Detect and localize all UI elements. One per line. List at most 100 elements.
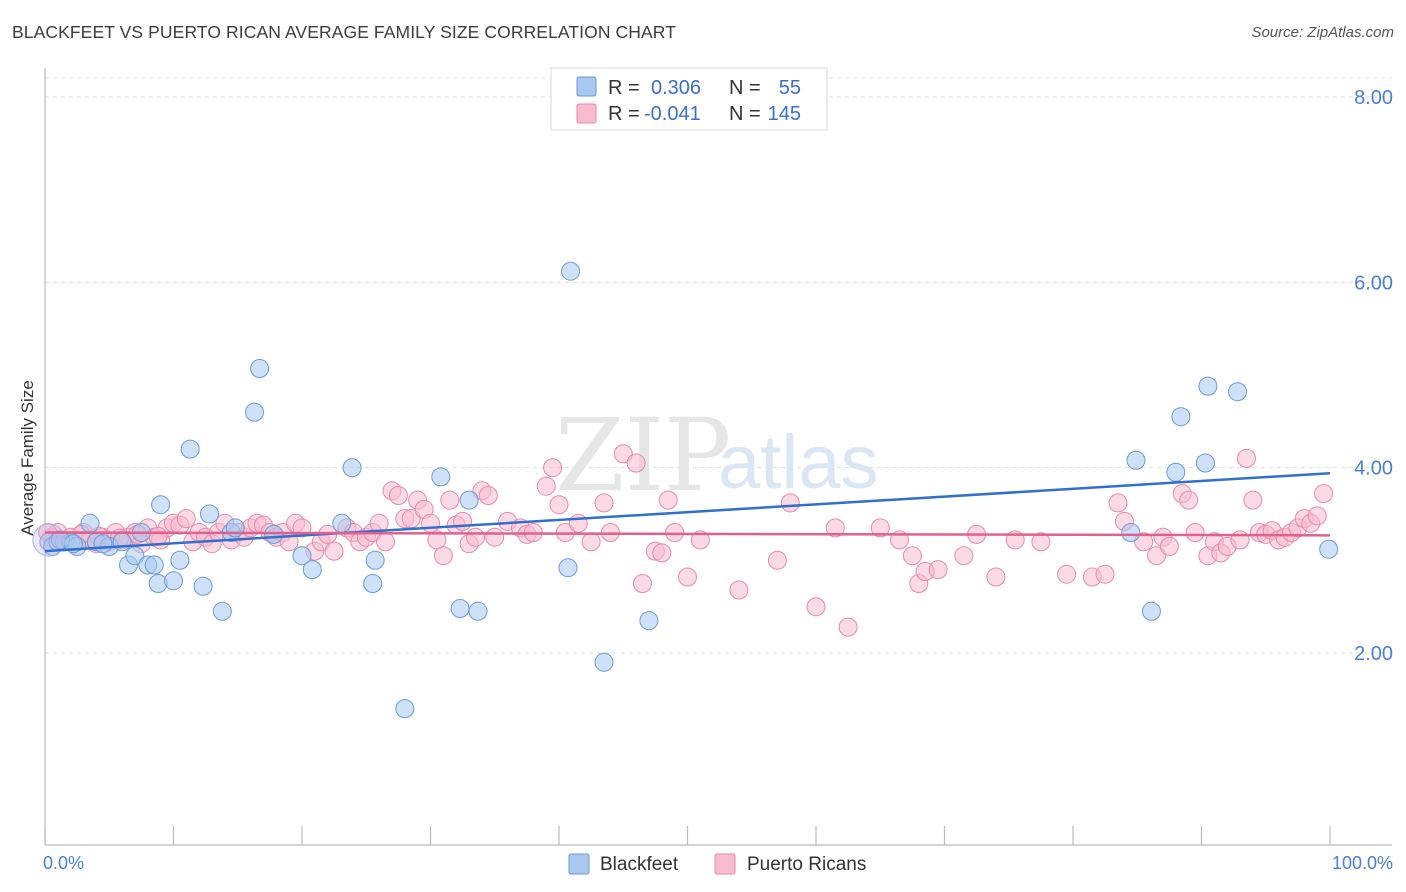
point-puerto-ricans <box>176 509 196 529</box>
point-blackfeet <box>1228 382 1247 402</box>
legend-r-value-2: -0.041 <box>644 103 701 125</box>
point-blackfeet <box>1126 450 1146 470</box>
point-blackfeet <box>1195 453 1215 473</box>
point-puerto-ricans <box>902 546 922 566</box>
point-blackfeet <box>93 534 113 554</box>
point-blackfeet <box>1319 539 1339 559</box>
trend-line-blackfeet <box>44 471 1331 553</box>
point-puerto-ricans <box>1237 448 1256 468</box>
point-puerto-ricans <box>1159 536 1179 556</box>
point-puerto-ricans <box>658 490 678 510</box>
point-blackfeet <box>594 652 614 672</box>
point-puerto-ricans <box>478 486 498 505</box>
point-puerto-ricans <box>549 495 569 515</box>
point-blackfeet <box>561 261 581 281</box>
point-puerto-ricans <box>1185 523 1205 542</box>
point-blackfeet <box>264 524 284 544</box>
point-puerto-ricans <box>1179 490 1199 510</box>
point-puerto-ricans <box>928 560 948 580</box>
point-puerto-ricans <box>440 490 460 510</box>
point-puerto-ricans <box>1230 530 1250 550</box>
point-puerto-ricans <box>626 453 646 473</box>
point-blackfeet <box>302 560 322 580</box>
y-tick-label: 6.00 <box>1354 272 1393 294</box>
point-puerto-ricans <box>1134 532 1154 552</box>
y-tick-labels: 2.00 4.00 6.00 8.00 <box>1354 87 1393 665</box>
y-tick-label: 4.00 <box>1354 458 1393 480</box>
point-blackfeet <box>342 458 362 478</box>
point-puerto-ricans <box>485 527 505 547</box>
point-blackfeet <box>558 558 578 578</box>
point-blackfeet <box>180 439 200 459</box>
point-puerto-ricans <box>543 458 563 478</box>
legend-n-value-2: 145 <box>768 103 801 125</box>
point-puerto-ricans <box>729 580 749 600</box>
trend-lines <box>44 471 1331 553</box>
point-puerto-ricans <box>148 526 168 546</box>
y-tick-label: 8.00 <box>1354 87 1393 109</box>
point-puerto-ricans <box>780 493 800 513</box>
point-puerto-ricans <box>613 444 633 464</box>
point-blackfeet <box>639 611 659 631</box>
point-blackfeet <box>395 699 415 719</box>
point-blackfeet <box>193 576 213 596</box>
point-puerto-ricans <box>838 617 858 637</box>
point-blackfeet <box>1121 523 1141 542</box>
bottom-legend-swatch-blackfeet <box>568 853 590 875</box>
point-puerto-ricans <box>376 532 395 552</box>
point-blackfeet <box>164 571 183 591</box>
point-blackfeet <box>431 467 451 487</box>
legend-r-label-2: R = <box>608 103 640 125</box>
axes <box>44 68 1392 846</box>
point-blackfeet <box>332 513 352 533</box>
legend-swatch-puerto-ricans <box>576 103 597 124</box>
x-tick-labels: 0.0% 100.0% <box>43 853 1393 873</box>
point-puerto-ricans <box>1031 532 1051 552</box>
legend-n-label-2: N = <box>729 103 761 125</box>
point-blackfeet <box>112 532 132 552</box>
point-blackfeet <box>245 402 264 422</box>
point-puerto-ricans <box>324 541 344 561</box>
point-puerto-ricans <box>767 550 787 570</box>
point-puerto-ricans <box>594 493 614 513</box>
y-axis-label: Average Family Size <box>18 380 37 536</box>
point-blackfeet <box>151 495 171 515</box>
point-blackfeet <box>80 513 100 533</box>
point-puerto-ricans <box>568 513 588 533</box>
bottom-legend: Blackfeet Puerto Ricans <box>568 853 866 875</box>
point-blackfeet <box>1171 407 1191 427</box>
point-puerto-ricans <box>806 597 826 617</box>
gridlines <box>45 77 1392 654</box>
watermark-atlas: atlas <box>718 420 879 505</box>
legend-r-label-1: R = <box>608 77 640 99</box>
point-blackfeet <box>170 550 190 570</box>
point-blackfeet <box>144 555 164 575</box>
watermark: ZIP atlas <box>555 397 879 514</box>
point-blackfeet <box>250 359 270 378</box>
point-blackfeet <box>148 574 168 593</box>
point-puerto-ricans <box>986 567 1006 587</box>
chart-title: BLACKFEET VS PUERTO RICAN AVERAGE FAMILY… <box>12 22 677 42</box>
legend-n-label-1: N = <box>729 77 761 99</box>
point-puerto-ricans <box>1243 490 1263 510</box>
point-puerto-ricans <box>466 527 485 547</box>
source-label: Source: ZipAtlas.com <box>1251 24 1394 41</box>
trend-line-puerto-ricans <box>44 531 1331 537</box>
y-tick-label: 2.00 <box>1354 643 1393 665</box>
point-puerto-ricans <box>1057 564 1077 584</box>
point-blackfeet <box>1141 601 1161 621</box>
legend: R = 0.306 N = 55 R = -0.041 N = 145 <box>550 67 828 131</box>
point-puerto-ricans <box>401 509 421 529</box>
point-blackfeet <box>292 546 312 566</box>
bottom-legend-swatch-puerto-ricans <box>714 853 736 875</box>
point-puerto-ricans <box>678 567 697 587</box>
point-puerto-ricans <box>825 518 845 538</box>
point-puerto-ricans <box>1108 493 1128 513</box>
point-puerto-ricans <box>1307 506 1327 526</box>
point-puerto-ricans <box>954 546 974 566</box>
point-blackfeet <box>1198 376 1218 396</box>
point-puerto-ricans <box>433 546 453 566</box>
bottom-legend-label-blackfeet: Blackfeet <box>600 854 679 875</box>
point-blackfeet <box>450 599 470 618</box>
